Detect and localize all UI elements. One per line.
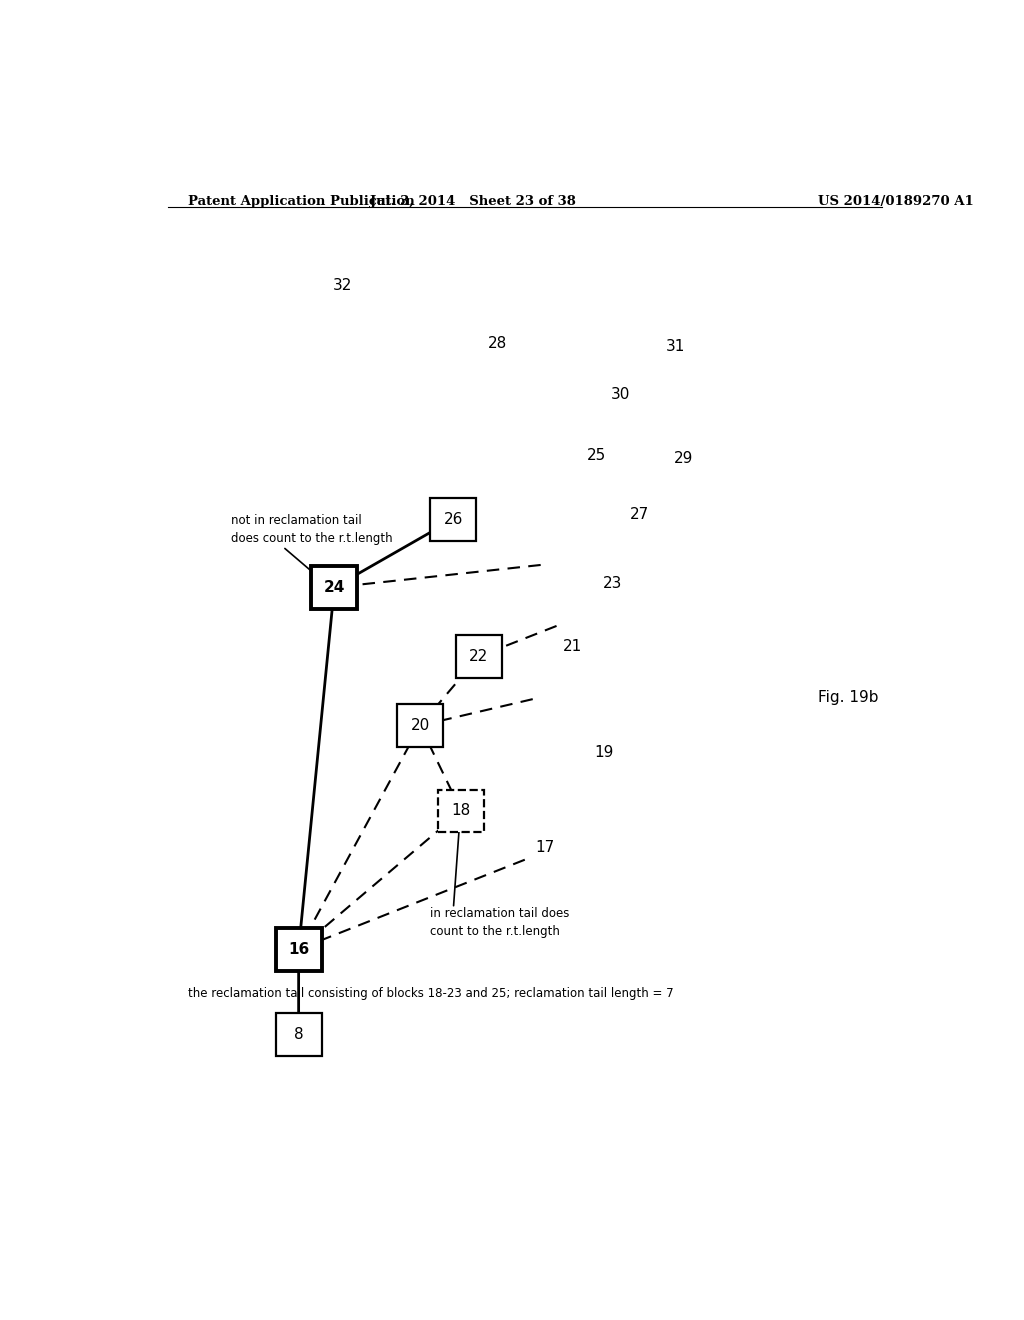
FancyBboxPatch shape	[397, 704, 443, 747]
FancyBboxPatch shape	[311, 566, 357, 609]
Text: Fig. 19b: Fig. 19b	[818, 689, 879, 705]
Text: 20: 20	[411, 718, 430, 733]
Text: Patent Application Publication: Patent Application Publication	[187, 195, 415, 209]
Text: 28: 28	[487, 335, 507, 351]
Text: 17: 17	[535, 840, 554, 855]
Text: 26: 26	[443, 512, 463, 527]
FancyBboxPatch shape	[438, 789, 484, 833]
Text: 8: 8	[294, 1027, 303, 1041]
Text: 24: 24	[324, 579, 345, 595]
Text: in reclamation tail does
count to the r.t.length: in reclamation tail does count to the r.…	[430, 907, 569, 939]
FancyBboxPatch shape	[275, 1014, 322, 1056]
FancyBboxPatch shape	[456, 635, 502, 677]
Text: 27: 27	[630, 507, 649, 521]
Text: not in reclamation tail
does count to the r.t.length: not in reclamation tail does count to th…	[231, 513, 393, 545]
Text: Jul. 3, 2014   Sheet 23 of 38: Jul. 3, 2014 Sheet 23 of 38	[371, 195, 577, 209]
Text: 31: 31	[666, 339, 685, 354]
Text: 30: 30	[610, 387, 630, 401]
FancyBboxPatch shape	[275, 928, 322, 970]
Text: US 2014/0189270 A1: US 2014/0189270 A1	[818, 195, 974, 209]
Text: the reclamation tail consisting of blocks 18-23 and 25; reclamation tail length : the reclamation tail consisting of block…	[187, 987, 673, 1001]
Text: 16: 16	[288, 941, 309, 957]
FancyBboxPatch shape	[430, 498, 476, 541]
Text: 21: 21	[563, 639, 582, 653]
Text: 19: 19	[595, 746, 613, 760]
Text: 18: 18	[452, 804, 471, 818]
Text: 22: 22	[469, 649, 488, 664]
Text: 23: 23	[602, 576, 622, 591]
Text: 25: 25	[587, 447, 606, 463]
Text: 29: 29	[674, 450, 693, 466]
Text: 32: 32	[333, 279, 352, 293]
